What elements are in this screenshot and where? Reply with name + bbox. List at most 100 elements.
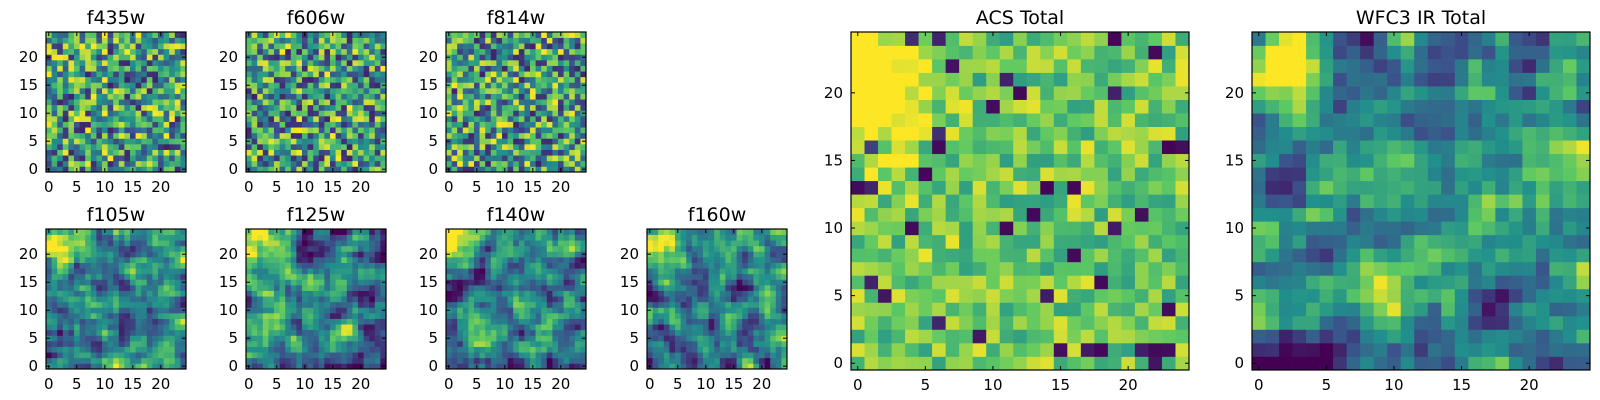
heatmap-cell <box>457 160 464 167</box>
heatmap-cell <box>558 99 564 106</box>
heatmap-cell <box>703 296 709 303</box>
heatmap-cell <box>374 88 381 94</box>
heatmap-cell <box>747 290 754 297</box>
heatmap-cell <box>1161 315 1176 330</box>
heatmap-cell <box>369 352 376 359</box>
heatmap-cell <box>262 48 269 55</box>
heatmap-cell <box>380 93 387 100</box>
heatmap-cell <box>446 329 452 336</box>
heatmap-cell <box>686 268 693 275</box>
heatmap-cell <box>490 116 497 122</box>
heatmap-cell <box>945 356 960 371</box>
heatmap-cell <box>380 329 387 336</box>
heatmap-cell <box>124 65 131 72</box>
heatmap-cell <box>174 54 181 61</box>
heatmap-cell <box>759 262 765 269</box>
heatmap-cell <box>290 32 297 38</box>
heatmap-cell <box>496 240 503 247</box>
heatmap-cell <box>262 273 269 280</box>
heatmap-cell <box>313 104 320 111</box>
heatmap-cell <box>341 104 348 111</box>
heatmap-cell <box>163 324 170 331</box>
heatmap-cell <box>124 279 131 286</box>
heatmap-cell <box>535 65 542 72</box>
heatmap-cell <box>658 251 665 258</box>
heatmap-cell <box>905 329 919 344</box>
heatmap-cell <box>74 296 80 303</box>
heatmap-cell <box>462 251 469 258</box>
heatmap-cell <box>770 352 777 359</box>
heatmap-cell <box>358 273 364 280</box>
heatmap-cell <box>158 82 164 89</box>
heatmap-cell <box>324 357 331 364</box>
heatmap-cell <box>285 296 292 303</box>
heatmap-cell <box>102 329 108 336</box>
heatmap-cell <box>546 357 553 364</box>
heatmap-cell <box>680 324 687 331</box>
heatmap-cell <box>352 144 359 150</box>
heatmap-cell <box>141 257 148 263</box>
heatmap-cell <box>513 121 520 128</box>
heatmap-cell <box>85 363 92 370</box>
heatmap-cell <box>569 234 576 241</box>
heatmap-cell <box>552 93 559 100</box>
heatmap-cell <box>999 153 1014 168</box>
heatmap-cell <box>753 307 760 314</box>
heatmap-cell <box>74 251 80 258</box>
heatmap-cell <box>759 313 765 319</box>
heatmap-cell <box>1067 248 1082 263</box>
heatmap-cell <box>479 285 486 291</box>
heatmap-cell <box>169 229 176 235</box>
heatmap-cell <box>563 88 570 94</box>
heatmap-cell <box>753 290 760 297</box>
heatmap-cell <box>352 132 359 139</box>
heatmap-cell <box>781 234 788 241</box>
heatmap-cell <box>79 155 86 162</box>
heatmap-cell <box>90 127 97 134</box>
y-tick-label: 20 <box>19 245 38 263</box>
heatmap-cell <box>130 54 136 61</box>
heatmap-cell <box>546 285 553 291</box>
heatmap-cell <box>68 121 75 128</box>
heatmap-cell <box>85 37 92 44</box>
heatmap-cell <box>1013 194 1028 209</box>
heatmap-cell <box>485 54 492 61</box>
heatmap-cell <box>130 127 136 134</box>
heatmap-cell <box>296 234 303 241</box>
heatmap-cell <box>85 268 92 275</box>
heatmap-cell <box>257 132 264 139</box>
heatmap-cell <box>945 342 960 357</box>
heatmap-cell <box>485 335 492 342</box>
heatmap-cell <box>324 160 331 167</box>
heatmap-cell <box>775 307 782 314</box>
heatmap-cell <box>731 296 737 303</box>
heatmap-cell <box>346 155 353 162</box>
heatmap-cell <box>563 132 570 139</box>
heatmap-cell <box>563 155 570 162</box>
heatmap-cell <box>107 127 114 134</box>
heatmap-cell <box>451 273 458 280</box>
heatmap-cell <box>1121 194 1136 209</box>
heatmap-cell <box>90 313 97 319</box>
heatmap-cell <box>96 363 103 370</box>
heatmap-cell <box>468 65 475 72</box>
heatmap-cell <box>747 301 754 308</box>
heatmap-cell <box>74 82 80 89</box>
heatmap-cell <box>302 290 308 297</box>
heatmap-cell <box>999 194 1014 209</box>
heatmap-cell <box>485 37 492 44</box>
heatmap-cell <box>369 301 376 308</box>
heatmap-cell <box>479 76 486 83</box>
y-tick-label: 5 <box>428 132 438 150</box>
heatmap-cell <box>652 301 659 308</box>
heatmap-cell <box>358 279 364 286</box>
heatmap-cell <box>324 121 331 128</box>
heatmap-cell <box>546 110 553 117</box>
heatmap-cell <box>380 285 387 291</box>
heatmap-cell <box>535 346 542 353</box>
heatmap-cell <box>552 82 559 89</box>
heatmap-cell <box>513 268 520 275</box>
heatmap-cell <box>1175 221 1190 236</box>
heatmap-cell <box>324 93 331 100</box>
heatmap-cell <box>569 121 576 128</box>
